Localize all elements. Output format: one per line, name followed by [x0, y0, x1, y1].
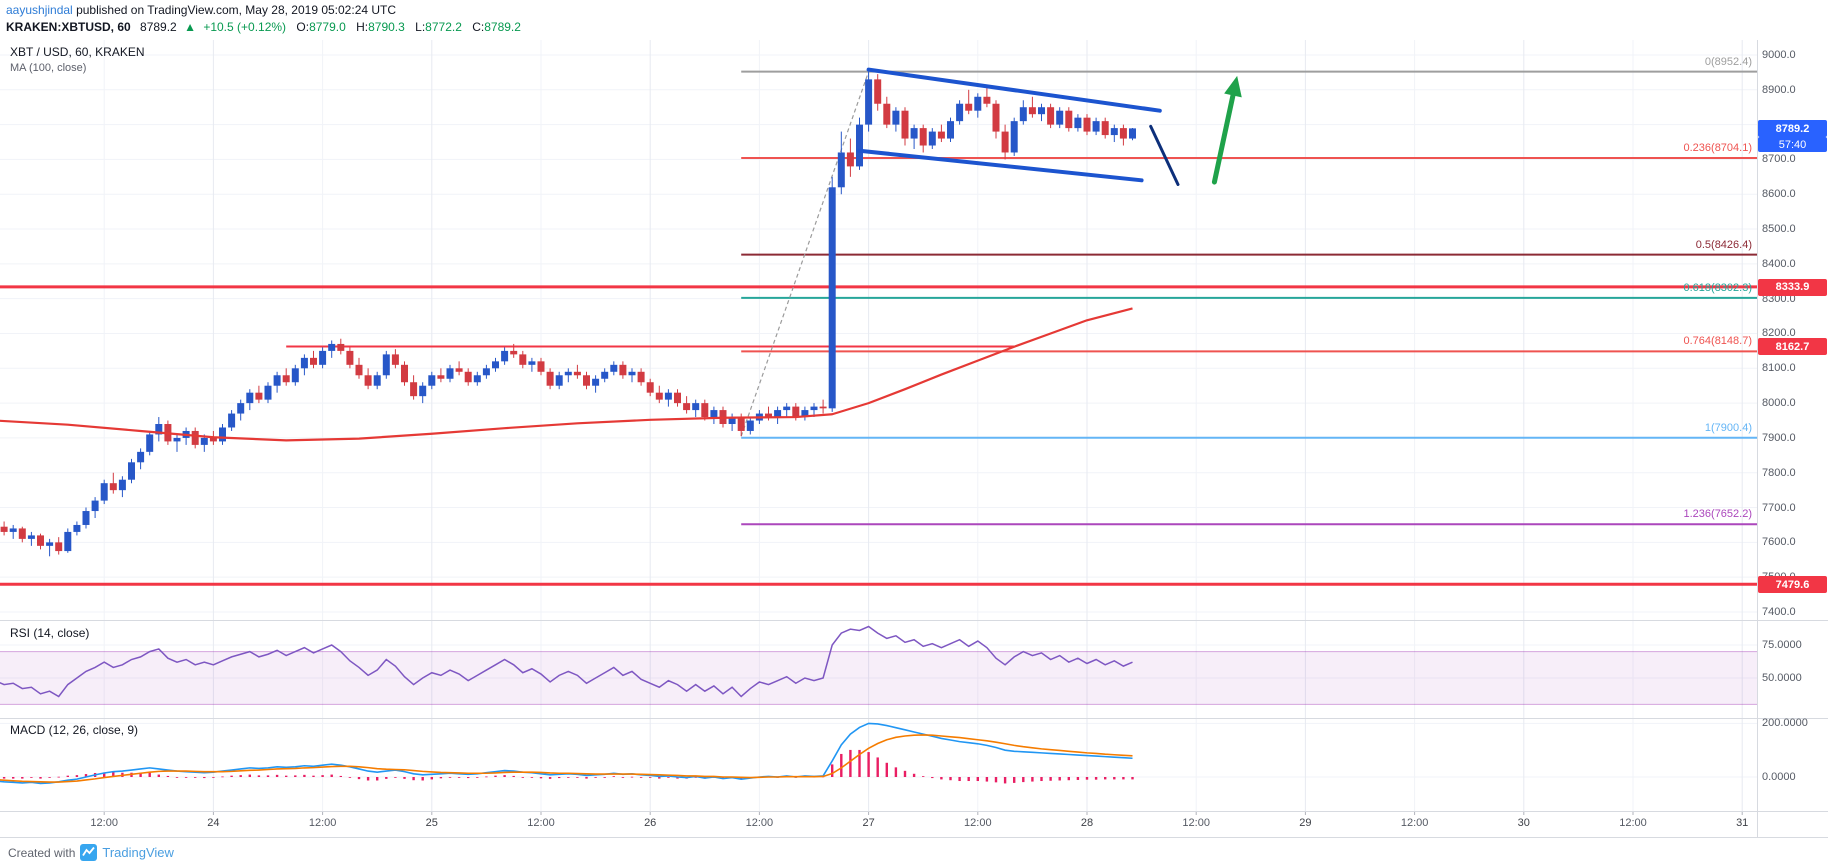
up-arrow-shaft — [1211, 92, 1236, 185]
rsi-line — [0, 625, 1133, 698]
ma-line — [0, 307, 1133, 442]
macd-line — [0, 722, 1133, 785]
up-arrow-head — [1224, 75, 1242, 98]
dashed-trend-line — [740, 71, 870, 437]
rsi-band — [0, 651, 1757, 705]
macd-histogram — [2, 749, 1134, 784]
trendline — [857, 148, 1144, 183]
trendline — [866, 67, 1162, 113]
macd-signal-line — [0, 734, 1133, 783]
candles-layer — [0, 71, 1136, 557]
breakdown-segment — [1149, 124, 1180, 187]
